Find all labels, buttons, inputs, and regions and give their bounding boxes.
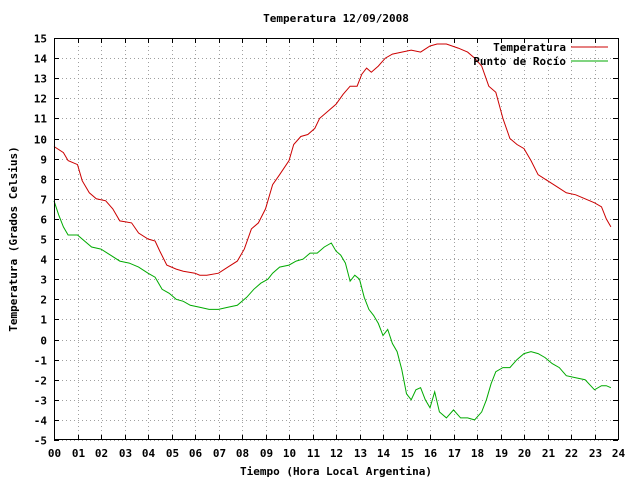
y-tick-label: 13: [34, 73, 47, 86]
x-tick-label: 20: [518, 447, 531, 460]
y-tick-label: 12: [34, 93, 47, 106]
x-tick-label: 10: [283, 447, 296, 460]
y-tick-label: -2: [34, 375, 47, 388]
y-tick-label: 1: [40, 314, 47, 327]
y-tick-label: -4: [34, 415, 48, 428]
x-tick-label: 16: [424, 447, 438, 460]
y-tick-label: 14: [34, 53, 48, 66]
x-tick-label: 05: [166, 447, 179, 460]
x-tick-label: 02: [95, 447, 108, 460]
y-tick-label: 5: [40, 234, 47, 247]
x-tick-label: 13: [354, 447, 367, 460]
grid-lines: [54, 38, 619, 441]
x-tick-label: 09: [260, 447, 273, 460]
y-tick-label: 15: [34, 33, 47, 46]
y-tick-label: 4: [40, 254, 47, 267]
y-tick-label: -3: [34, 395, 47, 408]
x-axis-label: Tiempo (Hora Local Argentina): [240, 465, 432, 478]
x-tick-label: 03: [119, 447, 132, 460]
x-tick-label: 17: [448, 447, 461, 460]
dew-point-line: [53, 200, 612, 421]
x-tick-label: 08: [236, 447, 249, 460]
x-tick-label: 01: [72, 447, 86, 460]
x-tick-label: 00: [48, 447, 61, 460]
data-series: [53, 43, 612, 421]
x-tick-label: 12: [330, 447, 343, 460]
x-tick-label: 14: [377, 447, 391, 460]
legend-label: Punto de Rocío: [473, 55, 566, 68]
y-tick-label: 3: [40, 274, 47, 287]
y-tick-label: 2: [40, 294, 47, 307]
y-tick-label: 9: [40, 154, 47, 167]
y-tick-label: -1: [34, 355, 48, 368]
y-tick-label: 11: [34, 113, 48, 126]
plot-frame: [54, 38, 619, 440]
x-tick-label: 21: [542, 447, 556, 460]
y-tick-label: 8: [40, 174, 47, 187]
legend-label: Temperatura: [493, 41, 566, 54]
y-tick-label: 6: [40, 214, 47, 227]
x-tick-label: 07: [213, 447, 226, 460]
x-tick-label: 15: [401, 447, 414, 460]
y-tick-label: 7: [40, 194, 47, 207]
y-tick-label: 10: [34, 134, 47, 147]
x-tick-label: 23: [589, 447, 602, 460]
x-tick-label: 24: [612, 447, 626, 460]
x-tick-label: 19: [495, 447, 508, 460]
x-tick-label: 04: [142, 447, 156, 460]
y-tick-label: 0: [40, 335, 47, 348]
chart-title: Temperatura 12/09/2008: [263, 12, 409, 25]
x-tick-label: 22: [565, 447, 578, 460]
x-tick-label: 11: [307, 447, 321, 460]
x-tick-label: 18: [471, 447, 484, 460]
temperature-line: [53, 43, 612, 276]
x-tick-label: 06: [189, 447, 203, 460]
y-axis-label: Temperatura (Grados Celsius): [7, 146, 20, 331]
y-tick-label: -5: [34, 435, 47, 448]
